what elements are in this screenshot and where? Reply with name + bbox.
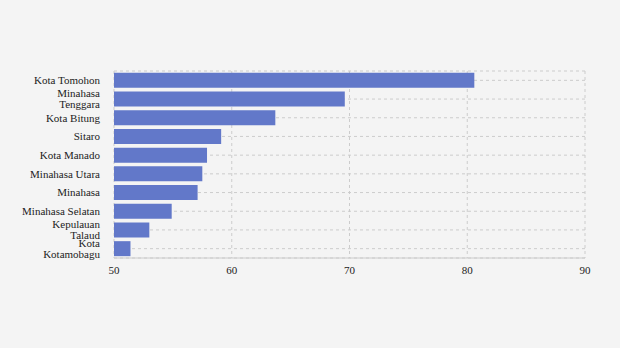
svg-text:KotaKotamobagu: KotaKotamobagu	[43, 237, 100, 260]
svg-text:50: 50	[109, 264, 121, 276]
svg-text:80: 80	[462, 264, 474, 276]
svg-text:Minahasa: Minahasa	[57, 186, 100, 198]
svg-text:Kota Bitung: Kota Bitung	[46, 112, 101, 124]
svg-text:Sitaro: Sitaro	[74, 130, 101, 142]
svg-text:Minahasa Selatan: Minahasa Selatan	[22, 205, 100, 217]
svg-text:Kota Manado: Kota Manado	[40, 149, 101, 161]
svg-text:Kota Tomohon: Kota Tomohon	[34, 74, 100, 86]
svg-text:70: 70	[344, 264, 356, 276]
svg-text:Minahasa Utara: Minahasa Utara	[30, 168, 100, 180]
svg-text:90: 90	[580, 264, 592, 276]
svg-text:60: 60	[226, 264, 238, 276]
svg-text:MinahasaTenggara: MinahasaTenggara	[57, 87, 100, 110]
